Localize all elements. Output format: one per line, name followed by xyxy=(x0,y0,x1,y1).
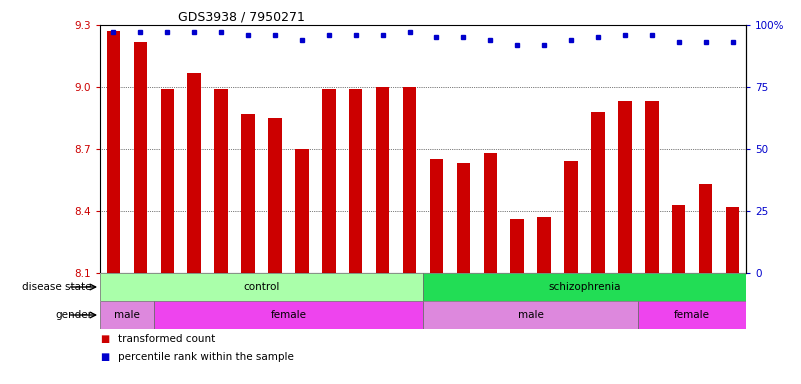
Bar xyxy=(423,273,746,301)
Text: transformed count: transformed count xyxy=(118,334,215,344)
Text: control: control xyxy=(244,282,280,292)
Bar xyxy=(510,219,524,273)
Bar xyxy=(154,301,423,329)
Bar xyxy=(100,273,423,301)
Bar xyxy=(672,205,686,273)
Bar xyxy=(457,164,470,273)
Bar xyxy=(484,153,497,273)
Bar xyxy=(322,89,336,273)
Bar xyxy=(349,89,362,273)
Bar xyxy=(699,184,712,273)
Bar xyxy=(726,207,739,273)
Bar xyxy=(429,159,443,273)
Bar xyxy=(268,118,282,273)
Bar xyxy=(376,87,389,273)
Bar xyxy=(423,301,638,329)
Bar xyxy=(403,87,417,273)
Bar xyxy=(638,301,746,329)
Text: disease state: disease state xyxy=(22,282,92,292)
Bar xyxy=(187,73,201,273)
Text: GDS3938 / 7950271: GDS3938 / 7950271 xyxy=(178,11,304,24)
Text: male: male xyxy=(114,310,140,320)
Bar xyxy=(537,217,551,273)
Bar xyxy=(565,161,578,273)
Text: female: female xyxy=(271,310,307,320)
Text: male: male xyxy=(517,310,544,320)
Text: percentile rank within the sample: percentile rank within the sample xyxy=(118,352,293,362)
Text: female: female xyxy=(674,310,710,320)
Bar xyxy=(107,31,120,273)
Text: ■: ■ xyxy=(100,334,109,344)
Bar xyxy=(295,149,308,273)
Bar xyxy=(645,101,658,273)
Bar xyxy=(591,112,605,273)
Bar xyxy=(100,301,154,329)
Text: ■: ■ xyxy=(100,352,109,362)
Bar xyxy=(134,41,147,273)
Bar xyxy=(241,114,255,273)
Bar xyxy=(618,101,632,273)
Text: schizophrenia: schizophrenia xyxy=(548,282,621,292)
Text: gender: gender xyxy=(55,310,92,320)
Bar xyxy=(215,89,227,273)
Bar xyxy=(160,89,174,273)
